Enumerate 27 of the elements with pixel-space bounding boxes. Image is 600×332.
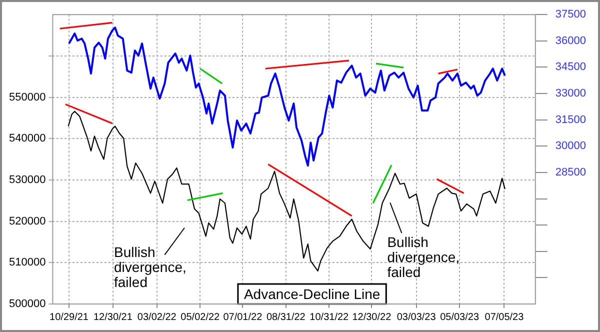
x-tick-label: 03/03/23 [396,312,436,323]
y2-tick-label: 33000 [555,88,586,100]
x-tick-label: 10/29/21 [50,312,89,323]
x-tick-label: 07/05/23 [484,312,524,323]
y-tick-label: 530000 [8,174,46,186]
y2-tick-label: 31500 [555,114,586,126]
annotation: Bullish divergence, failed [387,234,460,280]
y-tick-label: 510000 [8,256,46,269]
annotation: Advance-Decline Line [244,286,380,302]
y2-tick-label: 37500 [555,8,586,21]
x-tick-label: 05/02/22 [180,312,220,323]
x-tick-label: 07/01/22 [223,312,263,323]
x-tick-label: 05/03/23 [440,312,480,323]
y-tick-label: 540000 [8,132,46,145]
y-tick-label: 500000 [8,298,46,310]
x-tick-label: 12/30/22 [352,312,392,323]
x-tick-label: 03/02/22 [137,312,177,323]
x-tick-label: 08/31/22 [266,312,306,323]
annotation: Bullish divergence, failed [114,244,186,290]
x-tick-label: 10/31/22 [310,312,350,323]
y2-tick-label: 36000 [555,34,586,47]
y2-tick-label: 28500 [555,166,586,178]
y2-tick-label: 30000 [555,140,586,152]
x-tick-label: 12/30/21 [93,312,133,323]
y2-tick-label: 34500 [555,61,586,74]
y-tick-label: 550000 [8,91,46,104]
y-tick-label: 520000 [8,215,46,228]
